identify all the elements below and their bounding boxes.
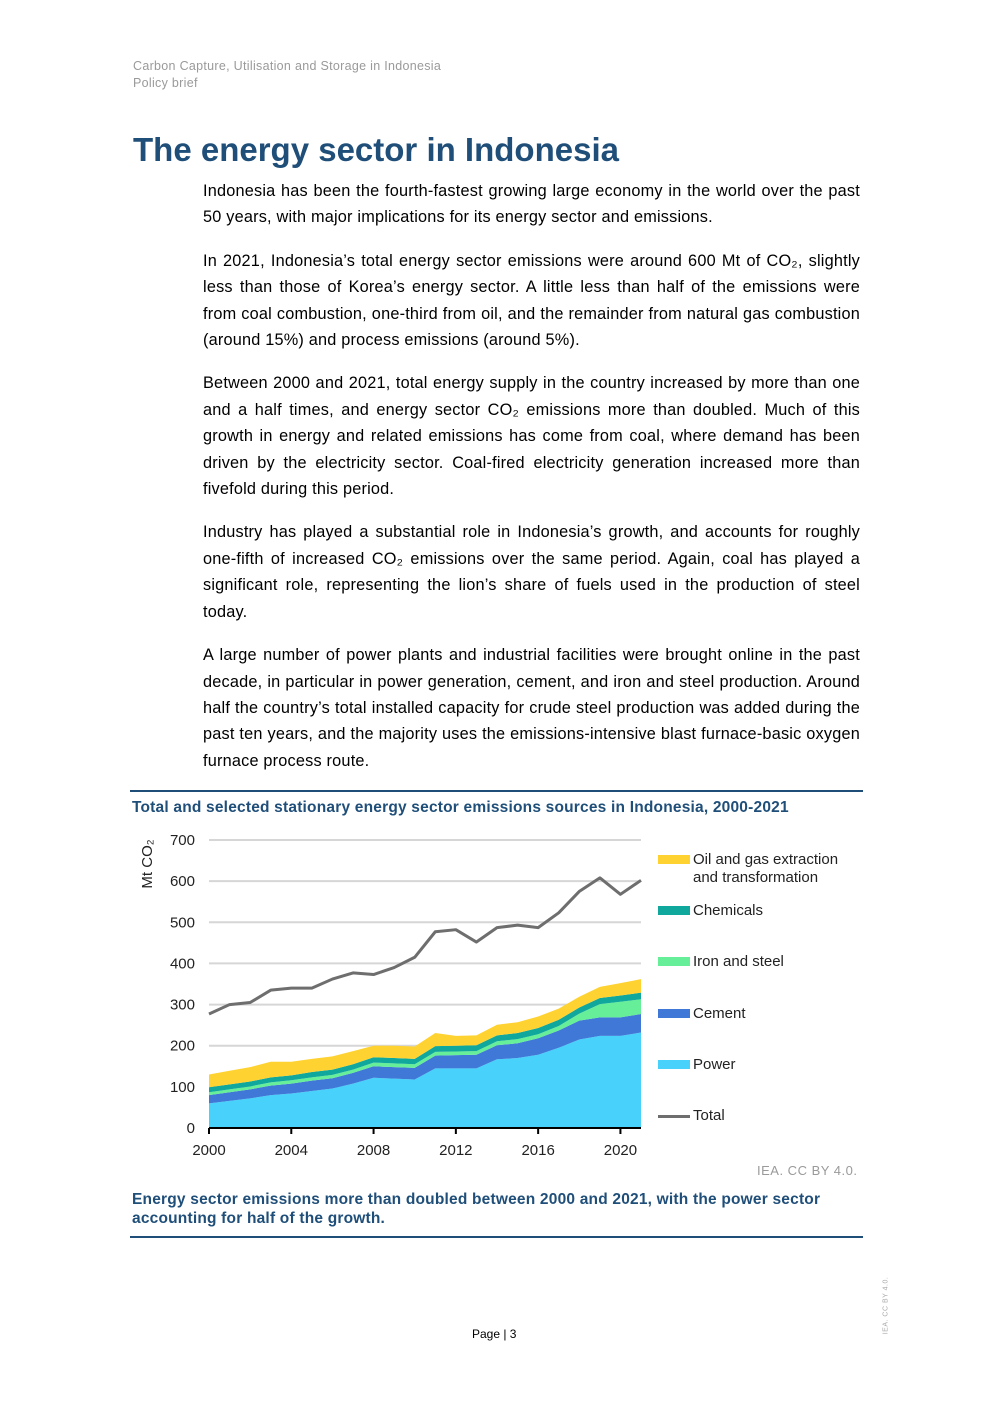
y-tick-label: 500 — [170, 914, 195, 931]
y-tick-label: 300 — [170, 997, 195, 1014]
y-tick-label: 0 — [187, 1120, 195, 1137]
chart-credit: IEA. CC BY 4.0. — [757, 1163, 858, 1178]
legend-label: Power — [693, 1056, 736, 1073]
x-tick-label: 2012 — [439, 1142, 472, 1159]
x-tick-label: 2016 — [521, 1142, 554, 1159]
y-tick-label: 200 — [170, 1038, 195, 1055]
legend-swatch — [658, 1060, 690, 1069]
legend-label: Chemicals — [693, 902, 764, 919]
legend-label: Total — [693, 1107, 725, 1124]
area-power — [209, 1032, 641, 1128]
x-tick-label: 2008 — [357, 1142, 390, 1159]
x-tick-label: 2000 — [192, 1142, 225, 1159]
legend-label: Cement — [693, 1005, 746, 1022]
page-number: Page | 3 — [472, 1327, 517, 1341]
chart-title: Total and selected stationary energy sec… — [132, 799, 789, 816]
legend-label: and transformation — [693, 869, 819, 886]
legend-label: Iron and steel — [693, 953, 784, 970]
y-tick-label: 400 — [170, 955, 195, 972]
paragraph: Indonesia has been the fourth-fastest gr… — [203, 182, 860, 227]
legend-swatch — [658, 957, 690, 966]
header-report-title: Carbon Capture, Utilisation and Storage … — [133, 59, 442, 73]
section-title: The energy sector in Indonesia — [133, 131, 619, 168]
y-tick-label: 600 — [170, 873, 195, 890]
paragraph: In 2021, Indonesia’s total energy sector… — [203, 251, 860, 350]
area-cement — [209, 1014, 641, 1104]
y-tick-label: 700 — [170, 832, 195, 849]
area-chemicals — [209, 992, 641, 1093]
figure-bottom-rule — [130, 1236, 863, 1238]
y-tick-label: 100 — [170, 1079, 195, 1096]
side-license: IEA. CC BY 4.0. — [882, 1276, 890, 1335]
legend-label: Oil and gas extraction — [693, 851, 839, 868]
area-iron-and-steel — [209, 999, 641, 1096]
header-doc-type: Policy brief — [133, 76, 198, 90]
legend-swatch — [658, 1115, 690, 1118]
x-tick-label: 2020 — [604, 1142, 637, 1159]
y-axis-label: Mt CO₂ — [139, 839, 156, 888]
legend-swatch — [658, 855, 690, 864]
legend-swatch — [658, 906, 690, 915]
x-tick-label: 2004 — [275, 1142, 308, 1159]
figure-caption: Energy sector emissions more than double… — [132, 1191, 821, 1227]
paragraph: Industry has played a substantial role i… — [203, 523, 860, 621]
legend-swatch — [658, 1009, 690, 1018]
figure-top-rule — [130, 790, 863, 792]
line-total — [208, 876, 642, 1016]
paragraph: Between 2000 and 2021, total energy supp… — [203, 374, 860, 499]
paragraph: A large number of power plants and indus… — [203, 646, 860, 770]
body-text: Indonesia has been the fourth-fastest gr… — [203, 178, 860, 791]
area-oil-and-gas-extraction-and-transformation — [209, 979, 641, 1088]
